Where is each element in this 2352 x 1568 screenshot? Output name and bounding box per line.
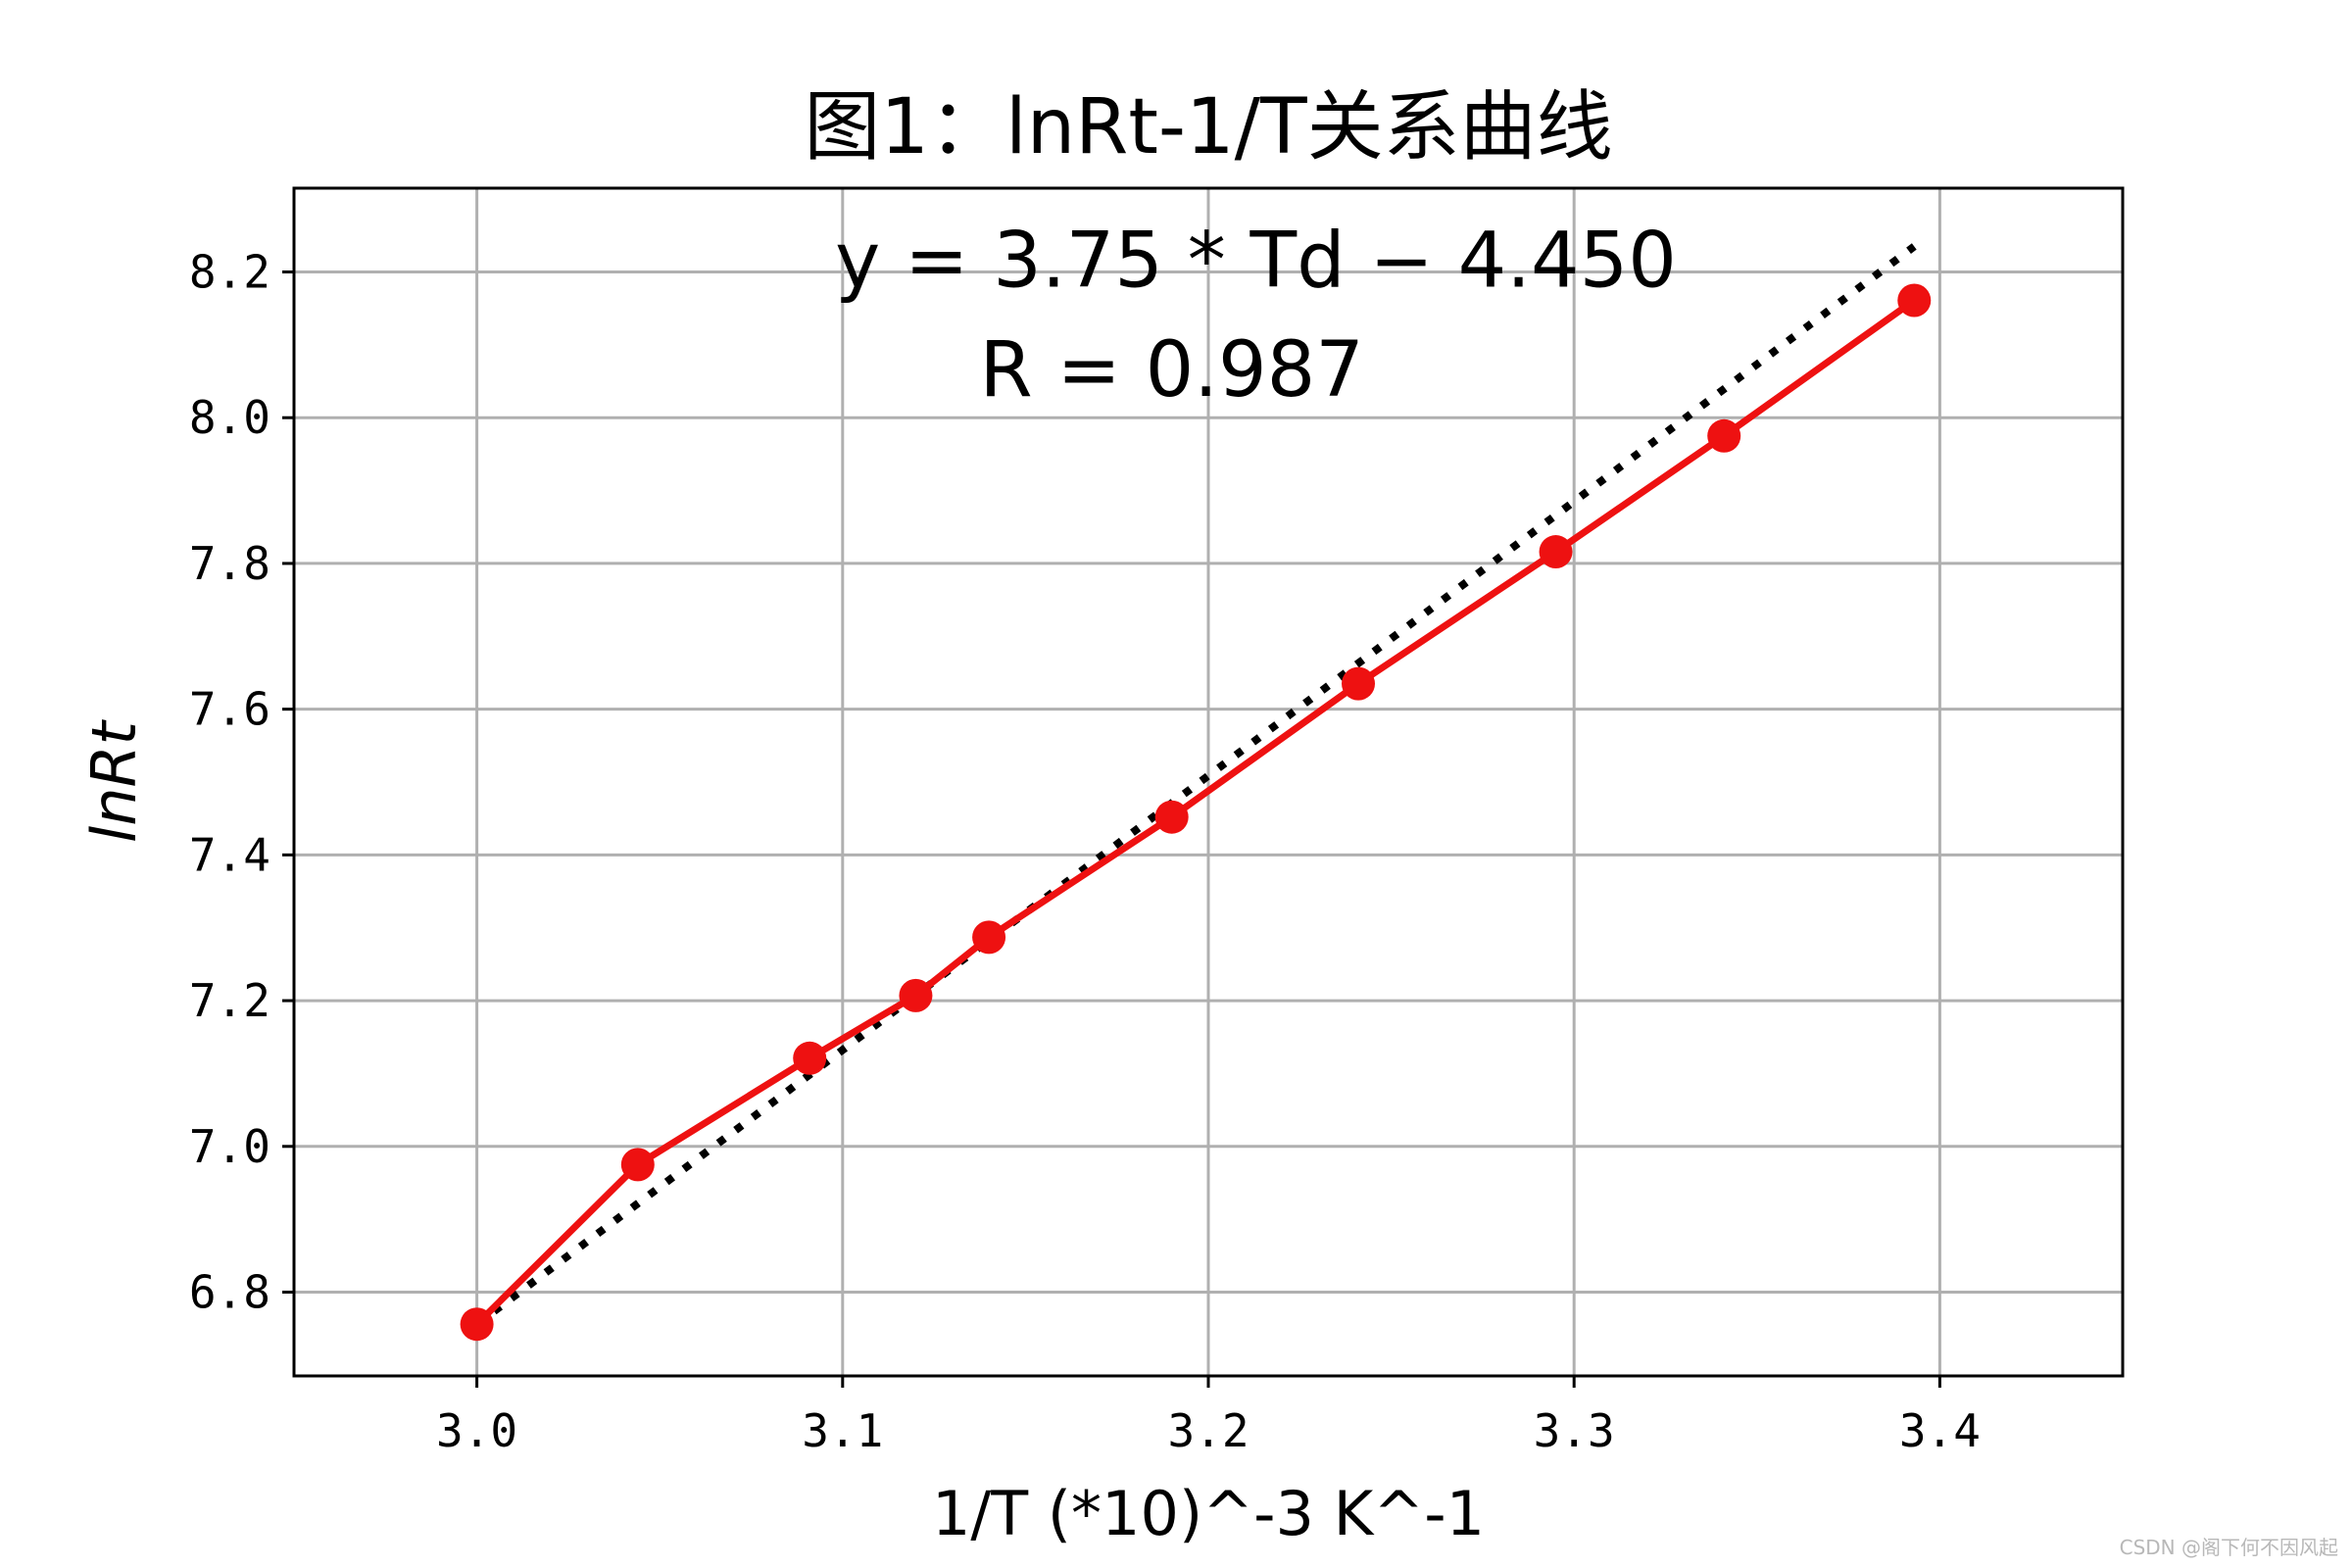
x-tick-label: 3.4 xyxy=(1899,1404,1981,1457)
measured-line xyxy=(474,297,1917,1327)
data-point xyxy=(899,978,933,1012)
y-tick-label: 7.6 xyxy=(189,683,270,736)
y-tick-label: 8.0 xyxy=(189,391,270,444)
x-tick-label: 3.1 xyxy=(802,1404,883,1457)
data-point xyxy=(620,1148,655,1182)
x-tick-label: 3.2 xyxy=(1167,1404,1249,1457)
data-point xyxy=(1539,535,1573,569)
ticks: 3.0 3.1 3.2 3.3 3.4 6.8 7.0 7.2 7.4 7.6 7.8 8.0 8.2 xyxy=(189,246,1981,1457)
y-tick-label: 7.2 xyxy=(189,974,270,1027)
fit-equation: y = 3.75 * Td − 4.450 xyxy=(835,217,1677,305)
chart-title: 图1：lnRt-1/T关系曲线 xyxy=(804,83,1612,172)
data-point xyxy=(793,1041,827,1075)
data-point xyxy=(972,920,1006,955)
data-point xyxy=(1342,666,1376,701)
measured-series-layer xyxy=(460,283,1932,1342)
x-axis-label: 1/T (*10)^-3 K^-1 xyxy=(932,1478,1485,1549)
x-tick-label: 3.0 xyxy=(436,1404,517,1457)
y-axis-label: lnRt xyxy=(78,718,150,843)
y-tick-label: 7.4 xyxy=(189,828,270,881)
x-tick-label: 3.3 xyxy=(1534,1404,1615,1457)
y-tick-label: 7.0 xyxy=(189,1120,270,1173)
grid xyxy=(294,188,2123,1376)
annotations: y = 3.75 * Td − 4.450 R = 0.987 xyxy=(835,217,1677,415)
y-tick-label: 8.2 xyxy=(189,246,270,299)
y-tick-label: 7.8 xyxy=(189,537,270,590)
data-point xyxy=(1707,418,1741,453)
data-point xyxy=(1154,800,1189,834)
data-point xyxy=(1897,283,1932,318)
correlation-coefficient: R = 0.987 xyxy=(979,326,1363,415)
watermark: CSDN @阁下何不因风起 xyxy=(2119,1536,2338,1559)
data-point xyxy=(460,1307,494,1342)
y-tick-label: 6.8 xyxy=(189,1265,270,1318)
